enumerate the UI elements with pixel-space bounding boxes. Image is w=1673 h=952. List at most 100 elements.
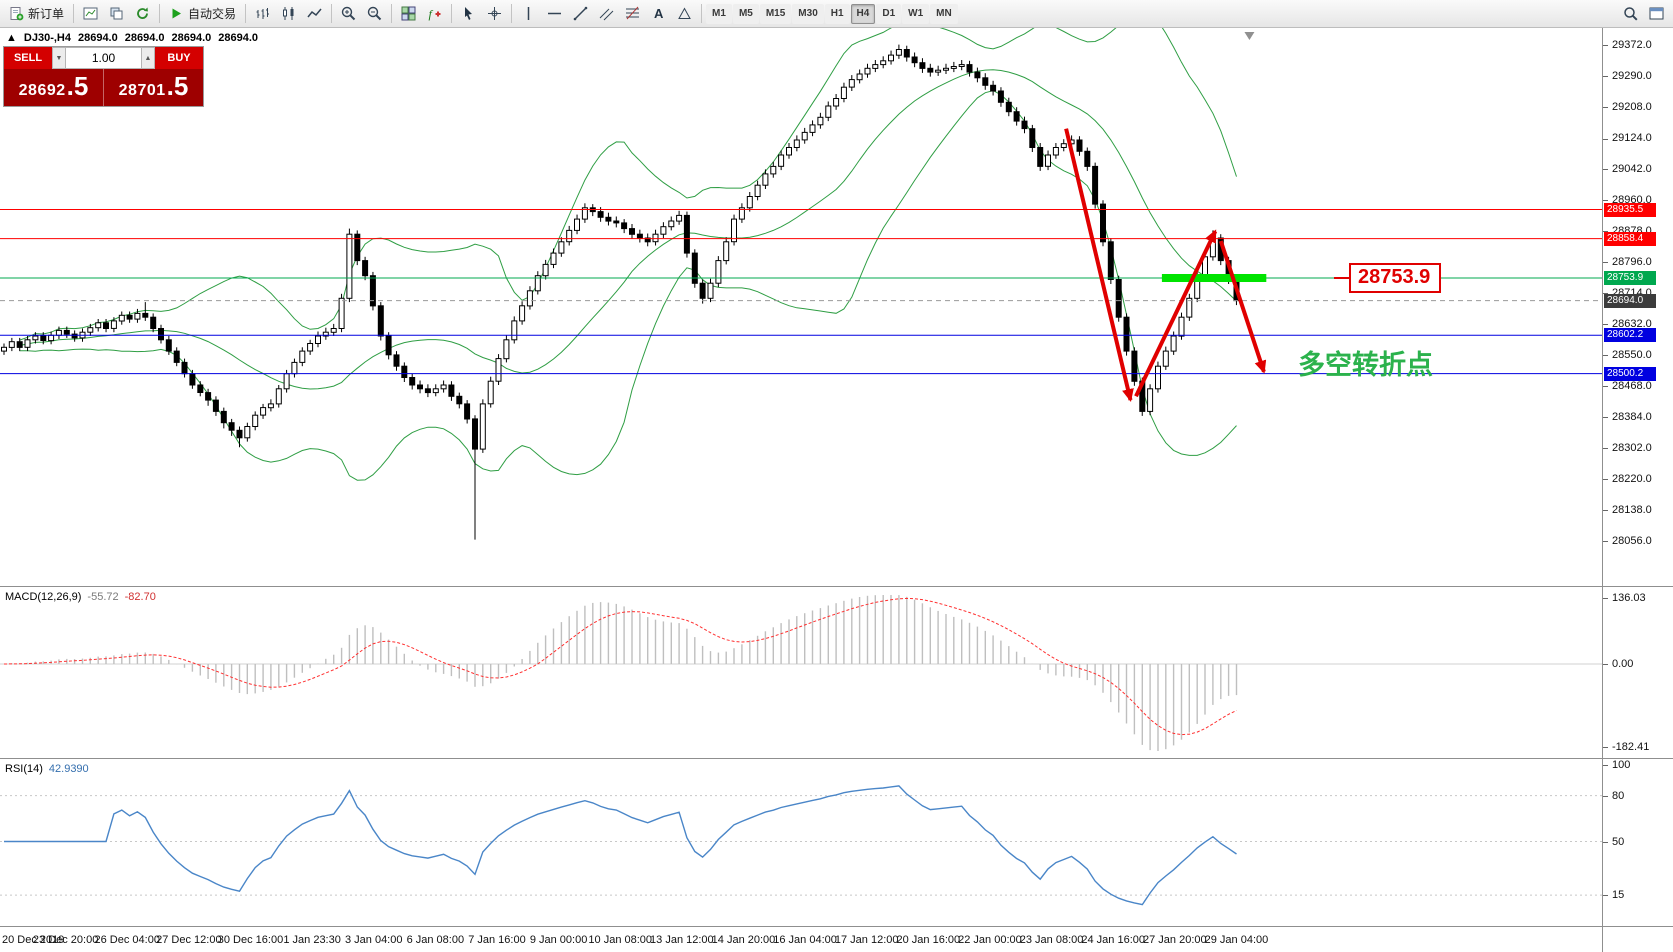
ohlc-low: 28694.0 <box>171 32 212 44</box>
time-tick-label: 1 Jan 23:30 <box>283 934 341 946</box>
price-tick-label: 28632.0 <box>1612 317 1652 330</box>
ohlc-open: 28694.0 <box>77 32 118 44</box>
time-tick-label: 6 Jan 08:00 <box>406 934 465 946</box>
candlestick-icon <box>281 6 296 21</box>
price-tick-label: 28468.0 <box>1612 379 1652 392</box>
bar-chart-button[interactable] <box>250 3 275 25</box>
autoscroll-marker-icon[interactable] <box>1244 32 1255 40</box>
price-tag-28500.2[interactable]: 28500.2 <box>1604 366 1656 381</box>
axis-tick-mark <box>1603 45 1608 46</box>
timeframe-button-m30[interactable]: M30 <box>792 3 824 24</box>
macd-tick-label: 0.00 <box>1612 658 1634 670</box>
chart-window-icon <box>83 6 98 21</box>
timeframe-button-m1[interactable]: M1 <box>706 3 732 24</box>
toolbar-separator <box>451 4 453 23</box>
toolbar: 新订单 自动交易 f A M1 M5 M15 M30 H1 H4 D1 W1 MN <box>0 0 1673 28</box>
sell-button[interactable]: SELL <box>4 47 52 69</box>
text-label-button[interactable]: A <box>646 3 671 25</box>
price-tick-label: 28796.0 <box>1612 256 1652 269</box>
volume-decrease-button[interactable]: ▼ <box>52 47 66 69</box>
axis-tick-mark <box>1603 75 1608 77</box>
current-price-tag[interactable]: 28694.0 <box>1604 293 1656 308</box>
zoom-out-button[interactable] <box>362 3 387 25</box>
price-tag-28753.9[interactable]: 28753.9 <box>1604 270 1656 285</box>
trend-arrow-1[interactable] <box>1064 128 1134 403</box>
timeframe-button-w1[interactable]: W1 <box>902 3 930 24</box>
candlestick-chart-button[interactable] <box>276 3 301 25</box>
shapes-button[interactable] <box>672 3 697 25</box>
price-callout[interactable]: 28753.9 <box>1349 263 1442 294</box>
shapes-icon <box>677 6 692 21</box>
buy-button[interactable]: BUY <box>155 47 203 69</box>
price-tag-28935.5[interactable]: 28935.5 <box>1604 202 1656 217</box>
price-tick-label: 28384.0 <box>1612 411 1652 424</box>
sell-price[interactable]: 28692 .5 <box>18 71 89 101</box>
play-icon <box>169 6 184 21</box>
trend-arrow-2[interactable] <box>1134 229 1218 398</box>
zoom-in-icon <box>341 6 356 21</box>
axis-tick-mark <box>1603 664 1608 665</box>
axis-tick-mark <box>1603 385 1608 387</box>
price-axis: 29372.0 29290.0 29208.0 29124.0 29042.0 28960… <box>1602 28 1673 586</box>
tile-windows-button[interactable] <box>396 3 421 25</box>
crosshair-button[interactable] <box>482 3 507 25</box>
main-chart-panel[interactable]: ▲ DJ30-,H4 28694.0 28694.0 28694.0 28694… <box>0 28 1602 586</box>
cursor-button[interactable] <box>456 3 481 25</box>
zoom-in-button[interactable] <box>336 3 361 25</box>
auto-trading-button[interactable]: 自动交易 <box>164 3 241 25</box>
timeframe-button-m15[interactable]: M15 <box>759 3 792 24</box>
trendline-button[interactable] <box>568 3 593 25</box>
toolbar-separator <box>73 4 75 23</box>
axis-tick-mark <box>1603 795 1608 797</box>
trendline-icon <box>573 6 588 21</box>
new-order-button-label: 新订单 <box>28 7 65 21</box>
channel-button[interactable] <box>594 3 619 25</box>
new-window-button[interactable] <box>1644 3 1669 25</box>
price-tag-28602.2[interactable]: 28602.2 <box>1604 328 1656 343</box>
support-highlight-bar[interactable] <box>1161 274 1267 282</box>
horizontal-line-button[interactable] <box>542 3 567 25</box>
profiles-button[interactable] <box>104 3 129 25</box>
macd-label: MACD(12,26,9) -55.72 -82.70 <box>5 591 156 603</box>
time-tick-label: 27 Dec 12:00 <box>156 934 222 946</box>
axis-tick-mark <box>1603 354 1608 356</box>
time-tick-label: 13 Jan 12:00 <box>650 934 714 946</box>
timeframe-button-mn[interactable]: MN <box>930 3 958 24</box>
time-tick-label: 24 Jan 16:00 <box>1081 934 1146 946</box>
price-tag-28858.4[interactable]: 28858.4 <box>1604 231 1656 246</box>
new-order-button[interactable]: 新订单 <box>4 3 69 25</box>
macd-tick-label: -182.41 <box>1612 741 1650 753</box>
symbol-marker-icon: ▲ <box>6 32 17 44</box>
time-tick-label: 29 Jan 04:00 <box>1204 934 1269 946</box>
main-chart-svg[interactable] <box>0 28 1602 586</box>
timeframe-button-h1[interactable]: H1 <box>824 3 850 24</box>
price-tick-label: 29290.0 <box>1612 69 1652 82</box>
search-button[interactable] <box>1618 3 1643 25</box>
volume-increase-button[interactable]: ▲ <box>141 47 155 69</box>
refresh-button[interactable] <box>130 3 155 25</box>
rsi-tick-label: 50 <box>1612 835 1625 848</box>
new-chart-button[interactable] <box>78 3 103 25</box>
timeframe-button-m5[interactable]: M5 <box>732 3 759 24</box>
rsi-tick-label: 80 <box>1612 789 1625 802</box>
one-click-trading-panel: SELL ▼ 1.00 ▲ BUY 28692 .5 28701 .5 <box>3 46 204 107</box>
timeframe-button-h4[interactable]: H4 <box>850 3 876 24</box>
cursor-icon <box>461 6 476 21</box>
buy-price[interactable]: 28701 .5 <box>103 69 203 106</box>
toolbar-separator <box>511 4 513 23</box>
indicators-button[interactable]: f <box>422 3 447 25</box>
macd-tick-label: 136.03 <box>1612 592 1646 604</box>
line-chart-button[interactable] <box>302 3 327 25</box>
timeframe-button-d1[interactable]: D1 <box>876 3 902 24</box>
trend-arrow-3[interactable] <box>1218 240 1267 374</box>
time-tick-label: 16 Jan 04:00 <box>773 934 837 946</box>
axis-tick-mark <box>1603 765 1608 766</box>
vertical-line-button[interactable] <box>516 3 541 25</box>
price-tick-label: 28550.0 <box>1612 348 1652 361</box>
rsi-panel[interactable]: RSI(14) 42.9390 <box>0 758 1602 926</box>
fibonacci-button[interactable] <box>620 3 645 25</box>
macd-panel[interactable]: MACD(12,26,9) -55.72 -82.70 <box>0 586 1602 758</box>
new-order-icon <box>9 6 24 21</box>
ohlc-high: 28694.0 <box>124 32 165 44</box>
volume-input[interactable]: 1.00 <box>66 47 141 69</box>
